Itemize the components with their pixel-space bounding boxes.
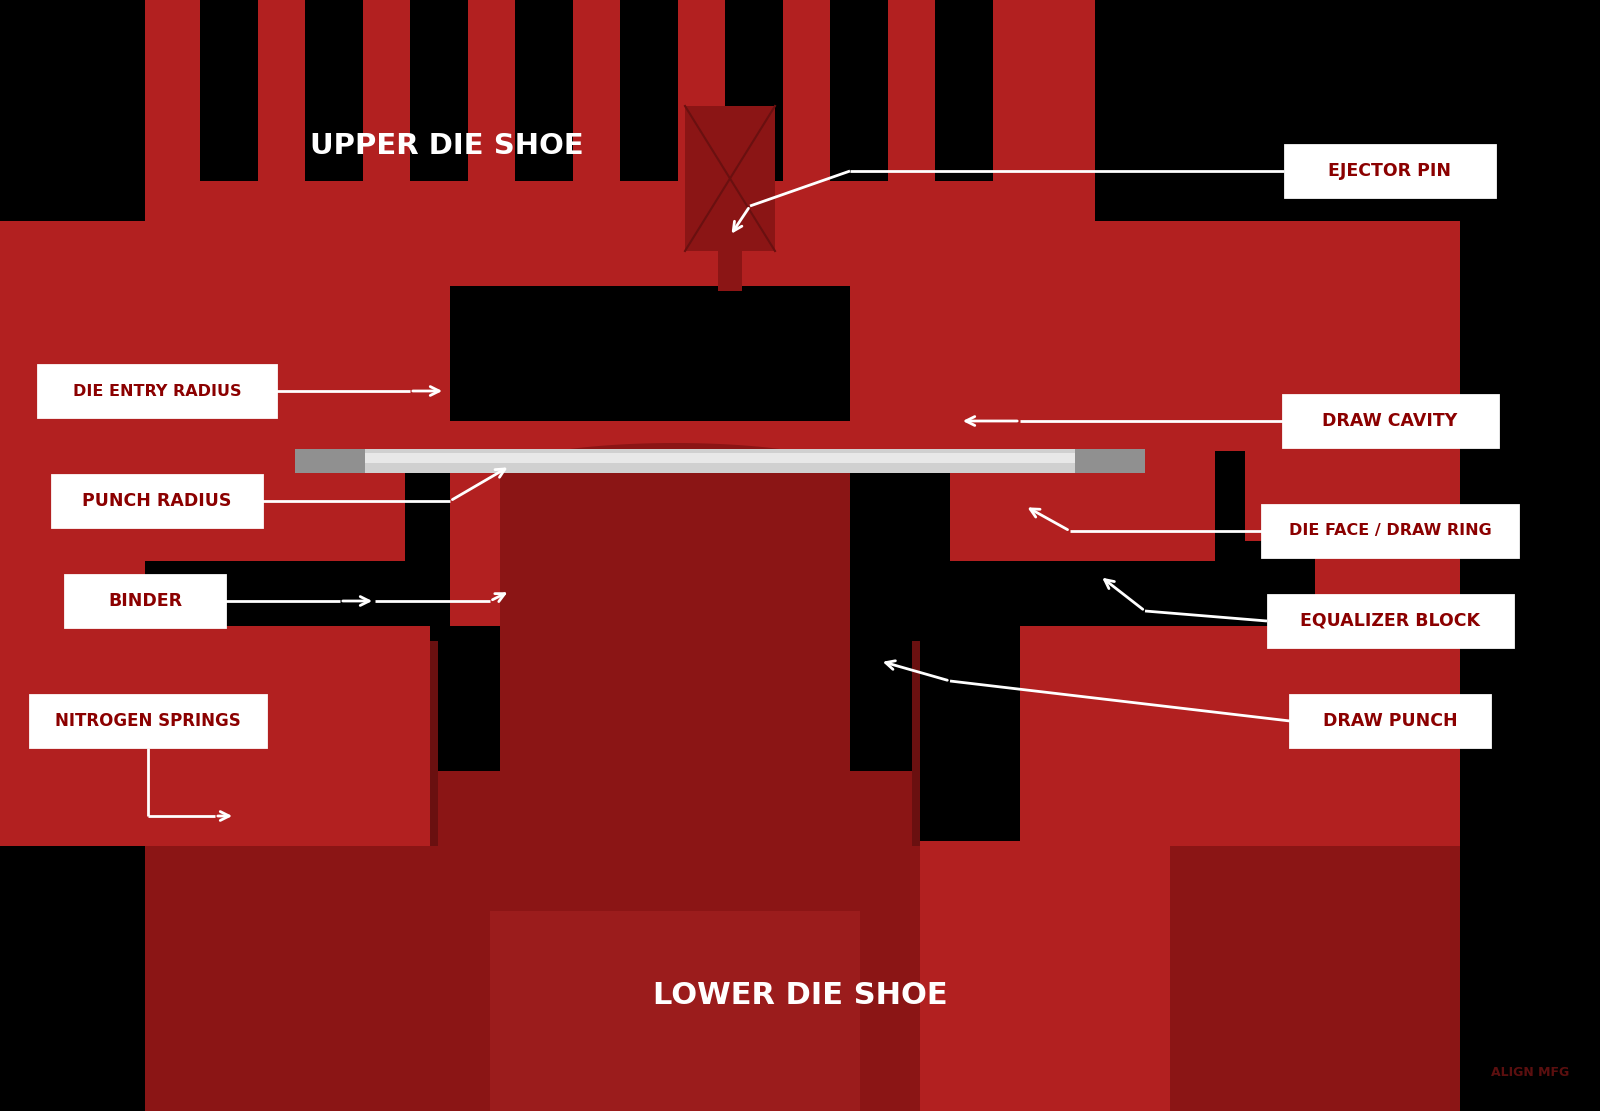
- Text: PUNCH RADIUS: PUNCH RADIUS: [82, 492, 232, 510]
- Bar: [430, 641, 920, 845]
- Bar: [0, 486, 146, 845]
- Text: DIE FACE / DRAW RING: DIE FACE / DRAW RING: [1288, 523, 1491, 539]
- Bar: [30, 695, 266, 747]
- Bar: [685, 106, 774, 251]
- Bar: [1170, 845, 1459, 1111]
- Bar: [1014, 221, 1459, 451]
- Bar: [0, 441, 214, 541]
- Bar: [1267, 595, 1512, 647]
- Bar: [66, 575, 226, 627]
- Bar: [685, 106, 774, 251]
- Polygon shape: [499, 443, 850, 473]
- Bar: [770, 426, 850, 625]
- Bar: [430, 641, 438, 845]
- Bar: [146, 841, 1459, 1111]
- Bar: [912, 641, 920, 845]
- Bar: [51, 476, 262, 527]
- Text: EQUALIZER BLOCK: EQUALIZER BLOCK: [1299, 612, 1480, 630]
- Bar: [1315, 491, 1459, 845]
- Bar: [1290, 695, 1490, 747]
- Bar: [0, 446, 146, 641]
- Bar: [850, 641, 920, 771]
- Text: DIE ENTRY RADIUS: DIE ENTRY RADIUS: [72, 383, 242, 399]
- Bar: [1021, 625, 1315, 845]
- Bar: [725, 0, 782, 181]
- Bar: [146, 0, 1094, 201]
- Bar: [1283, 396, 1498, 447]
- Bar: [38, 366, 277, 417]
- Bar: [934, 0, 994, 181]
- Bar: [294, 449, 1146, 473]
- Bar: [430, 841, 920, 1111]
- Text: BINDER: BINDER: [107, 592, 182, 610]
- Bar: [146, 845, 430, 1111]
- Bar: [1075, 449, 1146, 473]
- Bar: [1285, 146, 1494, 197]
- Bar: [285, 286, 1014, 451]
- Bar: [294, 453, 1146, 463]
- Bar: [0, 491, 146, 845]
- Bar: [718, 246, 742, 291]
- Bar: [1315, 446, 1459, 641]
- Bar: [200, 0, 258, 181]
- Bar: [1262, 506, 1518, 557]
- Bar: [0, 221, 285, 451]
- Bar: [450, 426, 530, 625]
- Bar: [850, 286, 941, 471]
- Bar: [360, 286, 541, 471]
- Text: EJECTOR PIN: EJECTOR PIN: [1328, 162, 1451, 180]
- Bar: [621, 0, 678, 181]
- Bar: [146, 625, 430, 845]
- Bar: [146, 196, 1094, 291]
- Bar: [306, 0, 363, 181]
- Text: UPPER DIE SHOE: UPPER DIE SHOE: [310, 132, 584, 160]
- Text: DRAW CAVITY: DRAW CAVITY: [1322, 412, 1458, 430]
- Bar: [410, 0, 467, 181]
- Bar: [450, 286, 850, 625]
- Bar: [146, 451, 405, 561]
- Bar: [760, 286, 941, 471]
- Text: NITROGEN SPRINGS: NITROGEN SPRINGS: [54, 712, 242, 730]
- Bar: [450, 421, 850, 471]
- Bar: [830, 0, 888, 181]
- Bar: [515, 0, 573, 181]
- Bar: [430, 641, 499, 771]
- Text: ALIGN MFG: ALIGN MFG: [1491, 1067, 1570, 1080]
- Bar: [360, 286, 450, 471]
- Bar: [499, 473, 850, 761]
- Text: LOWER DIE SHOE: LOWER DIE SHOE: [653, 981, 947, 1011]
- Text: DRAW PUNCH: DRAW PUNCH: [1323, 712, 1458, 730]
- Bar: [950, 451, 1214, 561]
- Bar: [1245, 441, 1459, 541]
- Bar: [294, 449, 365, 473]
- Bar: [0, 536, 146, 641]
- Bar: [1315, 536, 1459, 641]
- Bar: [490, 911, 861, 1111]
